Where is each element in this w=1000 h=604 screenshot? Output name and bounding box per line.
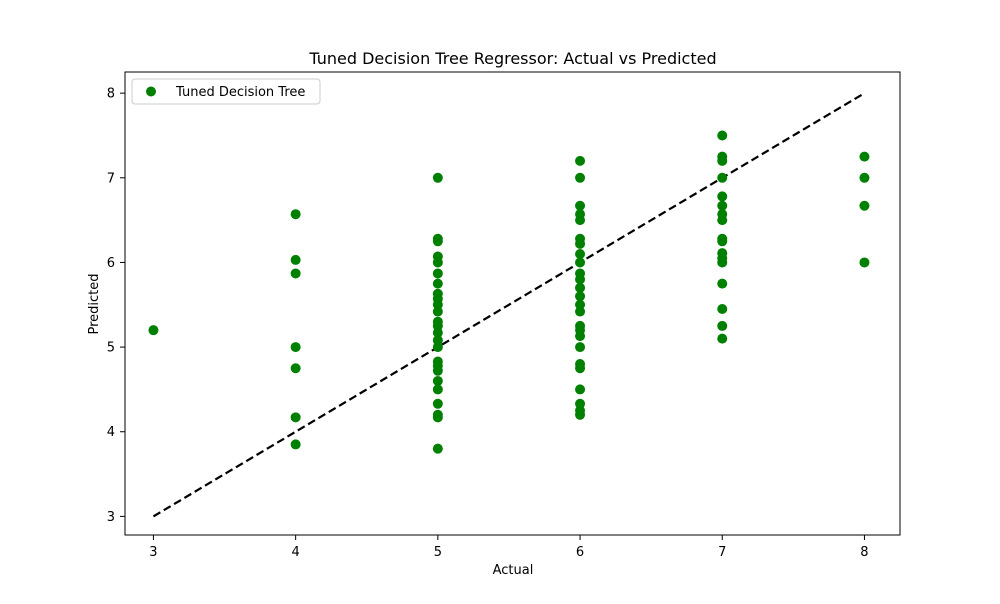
- y-tick-label: 6: [107, 256, 115, 271]
- scatter-point: [575, 331, 586, 342]
- scatter-point: [432, 375, 443, 386]
- scatter-point: [432, 327, 443, 338]
- scatter-point: [717, 304, 728, 315]
- scatter-point: [717, 191, 728, 202]
- scatter-point: [290, 268, 301, 279]
- scatter-point: [717, 320, 728, 331]
- x-axis: 3 4 5 6 7 8: [149, 535, 869, 560]
- scatter-point: [575, 409, 586, 420]
- scatter-point: [717, 257, 728, 268]
- scatter-point: [575, 215, 586, 226]
- scatter-point: [290, 412, 301, 423]
- scatter-point: [290, 342, 301, 353]
- scatter-point: [432, 236, 443, 247]
- scatter-point: [717, 236, 728, 247]
- scatter-point: [432, 278, 443, 289]
- scatter-point: [148, 325, 159, 336]
- x-tick-label: 8: [860, 545, 868, 560]
- x-tick-label: 7: [718, 545, 726, 560]
- y-axis-label: Predicted: [87, 273, 102, 334]
- y-tick-label: 5: [107, 341, 115, 356]
- legend-marker: [146, 86, 156, 97]
- y-axis: 3 4 5 6 7 8: [107, 87, 125, 525]
- y-tick-label: 8: [107, 87, 115, 102]
- scatter-point: [575, 282, 586, 293]
- chart-title: Tuned Decision Tree Regressor: Actual vs…: [308, 49, 716, 68]
- x-tick-label: 6: [576, 545, 584, 560]
- scatter-point: [859, 257, 870, 268]
- x-tick-label: 4: [292, 545, 300, 560]
- scatter-point: [859, 200, 870, 211]
- scatter-point: [575, 384, 586, 395]
- scatter-point: [575, 257, 586, 268]
- x-tick-label: 5: [434, 545, 442, 560]
- scatter-point: [575, 172, 586, 183]
- y-tick-label: 3: [107, 510, 115, 525]
- scatter-point: [290, 363, 301, 374]
- scatter-point: [575, 248, 586, 259]
- scatter-point: [575, 291, 586, 302]
- scatter-point: [432, 306, 443, 317]
- scatter-point: [432, 384, 443, 395]
- scatter-point: [575, 363, 586, 374]
- reference-line: [152, 92, 866, 518]
- scatter-point: [717, 333, 728, 344]
- scatter-point: [575, 274, 586, 285]
- plot-frame: [124, 71, 901, 536]
- scatter-point: [717, 215, 728, 226]
- legend: Tuned Decision Tree: [131, 78, 321, 105]
- x-axis-label: Actual: [493, 563, 534, 578]
- scatter-point: [575, 342, 586, 353]
- scatter-point: [717, 130, 728, 141]
- scatter-point: [290, 209, 301, 220]
- legend-box: [131, 78, 321, 105]
- scatter-point: [859, 172, 870, 183]
- plot-area: [124, 71, 901, 536]
- legend-label: Tuned Decision Tree: [175, 85, 305, 100]
- y-tick-label: 7: [107, 171, 115, 186]
- y-tick-label: 4: [107, 425, 115, 440]
- x-tick-label: 3: [149, 545, 157, 560]
- scatter-point: [432, 398, 443, 409]
- scatter-point: [859, 151, 870, 162]
- scatter-points: [148, 130, 870, 454]
- scatter-point: [717, 155, 728, 166]
- scatter-point: [717, 200, 728, 211]
- scatter-point: [432, 342, 443, 353]
- scatter-point: [432, 443, 443, 454]
- scatter-point: [432, 412, 443, 423]
- scatter-point: [717, 278, 728, 289]
- scatter-point: [717, 172, 728, 183]
- scatter-point: [575, 238, 586, 249]
- scatter-point: [432, 257, 443, 268]
- scatter-point: [290, 439, 301, 450]
- scatter-point: [575, 155, 586, 166]
- scatter-point: [575, 200, 586, 211]
- scatter-point: [432, 268, 443, 279]
- scatter-point: [432, 172, 443, 183]
- scatter-point: [575, 306, 586, 317]
- scatter-point: [432, 365, 443, 376]
- scatter-point: [290, 254, 301, 265]
